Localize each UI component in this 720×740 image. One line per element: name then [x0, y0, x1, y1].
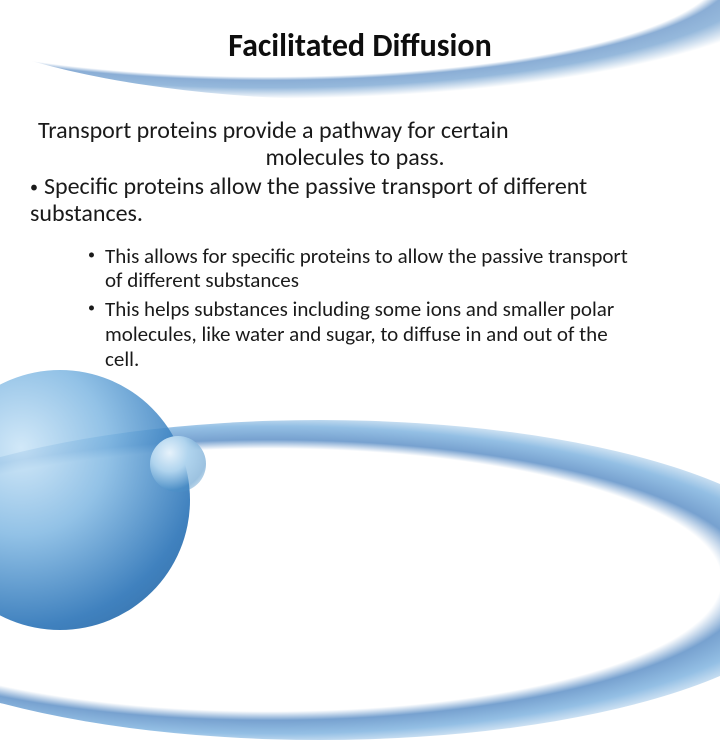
- sub-bullet-text: This allows for specific proteins to all…: [105, 244, 640, 294]
- sub-bullet-list: • This allows for specific proteins to a…: [88, 244, 640, 372]
- bullet-dot-icon: •: [88, 297, 105, 371]
- bullet-dot-icon: •: [88, 244, 105, 294]
- water-drop-large-icon: [0, 370, 190, 630]
- water-drop-small-icon: [150, 436, 206, 492]
- intro-text: Transport proteins provide a pathway for…: [30, 118, 680, 172]
- intro-text-line2: molecules to pass.: [30, 145, 680, 172]
- main-bullet: •Specific proteins allow the passive tra…: [30, 174, 680, 228]
- bottom-swoosh-decoration: [0, 420, 720, 740]
- slide-body: Transport proteins provide a pathway for…: [30, 118, 680, 375]
- main-bullet-text: Specific proteins allow the passive tran…: [30, 172, 587, 228]
- list-item: • This allows for specific proteins to a…: [88, 244, 640, 294]
- bullet-dot-icon: •: [30, 178, 44, 197]
- slide-title: Facilitated Diffusion: [0, 26, 720, 65]
- sub-bullet-text: This helps substances including some ion…: [105, 297, 640, 371]
- intro-text-line1: Transport proteins provide a pathway for…: [30, 118, 680, 145]
- list-item: • This helps substances including some i…: [88, 297, 640, 371]
